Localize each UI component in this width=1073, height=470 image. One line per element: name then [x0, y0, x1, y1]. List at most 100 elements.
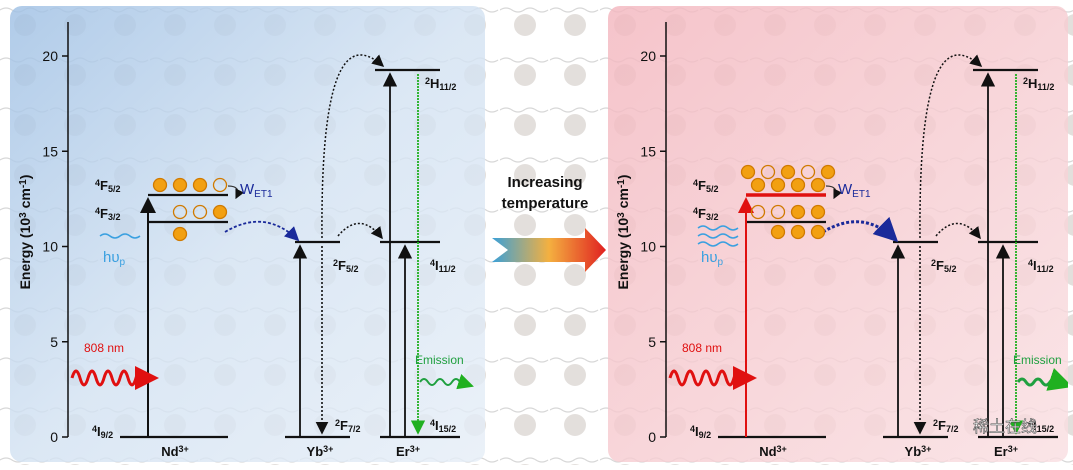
label-part: -1: [616, 179, 627, 188]
label-part: H: [1028, 76, 1037, 91]
panel-background: [608, 6, 1068, 462]
transition-arrow: [227, 185, 245, 200]
label-part: I: [435, 418, 439, 433]
label-part: F: [936, 258, 944, 273]
label-part: hυ: [701, 249, 718, 266]
electron: [172, 226, 188, 242]
ion-label: Nd3+: [161, 444, 189, 459]
ion-label: Nd3+: [759, 444, 787, 459]
tick-label: 0: [50, 429, 58, 445]
label-part: 3+: [179, 444, 189, 454]
laser-label: 808 nm: [84, 341, 124, 355]
level-label: 4F3/2: [693, 206, 718, 222]
transition-arrow: [337, 222, 383, 240]
electron: [790, 204, 806, 220]
label-part: F: [938, 418, 946, 433]
level-label: 4F3/2: [95, 206, 120, 222]
label-part: Yb: [905, 444, 922, 459]
emission-wave: [1016, 367, 1068, 391]
label-part: cm: [615, 188, 631, 212]
tick-label: 20: [640, 48, 656, 64]
electron: [750, 204, 766, 220]
label-part: F: [698, 178, 706, 193]
watermark: 稀土在线: [973, 418, 1037, 436]
label-part: I: [435, 258, 439, 273]
level-label: 4I9/2: [92, 424, 113, 440]
emission-label: Emission: [415, 353, 464, 367]
ion-label: Er3+: [994, 444, 1018, 459]
label-part: -1: [18, 179, 29, 188]
electron: [790, 224, 806, 240]
label-part: I: [695, 424, 699, 439]
label-part: ET1: [852, 189, 871, 200]
electron: [770, 224, 786, 240]
label-part: 3+: [323, 444, 333, 454]
label-part: 4: [1028, 418, 1033, 428]
label-part: 3: [18, 212, 29, 218]
label-part: 7/2: [946, 424, 959, 434]
electron: [172, 204, 188, 220]
label-part: Nd: [759, 444, 776, 459]
level-label: 2F5/2: [931, 258, 956, 274]
electron: [740, 164, 756, 180]
label-part: 4: [693, 178, 698, 188]
laser-wave: [70, 366, 159, 390]
transition-arrow: [321, 54, 385, 239]
label-part: I: [1033, 258, 1037, 273]
axis-label: Energy (103 cm-1): [615, 175, 631, 290]
label-part: 3+: [921, 444, 931, 454]
label-part: 2: [1023, 76, 1028, 86]
label-part: 2: [335, 418, 340, 428]
panel-background: [10, 6, 485, 462]
level-label: 4I9/2: [690, 424, 711, 440]
label-part: Energy (10: [615, 218, 631, 290]
level-label: 4I15/2: [1028, 418, 1054, 434]
electron: [212, 204, 228, 220]
label-part: 11/2: [439, 264, 456, 274]
transition-arrow: [919, 54, 983, 239]
electron: [810, 224, 826, 240]
label-part: 3/2: [706, 212, 719, 222]
electron: [820, 164, 836, 180]
electron: [192, 177, 208, 193]
label-part: 4: [95, 178, 100, 188]
center-annotation: Increasing temperature: [492, 174, 606, 272]
pump-label: hυp: [103, 249, 126, 268]
label-part: 4: [693, 206, 698, 216]
label-part: Nd: [161, 444, 178, 459]
level-label: 4I11/2: [430, 258, 456, 274]
electron: [770, 204, 786, 220]
label-part: W: [838, 181, 853, 198]
label-part: 15/2: [1037, 424, 1055, 434]
pump-wave: [697, 225, 739, 247]
electron: [800, 164, 816, 180]
transfer-label: WET1: [240, 181, 273, 200]
label-part: 2: [333, 258, 338, 268]
electron: [192, 204, 208, 220]
label-part: H: [430, 76, 439, 91]
label-part: 4: [95, 206, 100, 216]
transition-arrow: [935, 222, 981, 240]
label-part: 2: [425, 76, 430, 86]
temperature-arrow: [492, 228, 606, 272]
axis-label: Energy (103 cm-1): [17, 175, 33, 290]
tick-label: 5: [50, 334, 58, 350]
level-label: 2F5/2: [333, 258, 358, 274]
label-part: I: [1033, 418, 1037, 433]
label-part: F: [100, 206, 108, 221]
label-part: Energy (10: [17, 218, 33, 290]
label-part: 3/2: [108, 212, 121, 222]
label-part: 2: [933, 418, 938, 428]
label-part: 4: [430, 258, 435, 268]
label-part: Er: [396, 444, 410, 459]
label-part: 5/2: [944, 264, 957, 274]
label-part: 5/2: [346, 264, 359, 274]
ion-label: Yb3+: [307, 444, 334, 459]
label-part: 9/2: [101, 430, 114, 440]
level-label: 4F5/2: [95, 178, 120, 194]
electron: [152, 177, 168, 193]
level-label: 2F7/2: [933, 418, 958, 434]
label-part: ): [17, 175, 33, 180]
center-text: Increasing: [507, 174, 582, 191]
